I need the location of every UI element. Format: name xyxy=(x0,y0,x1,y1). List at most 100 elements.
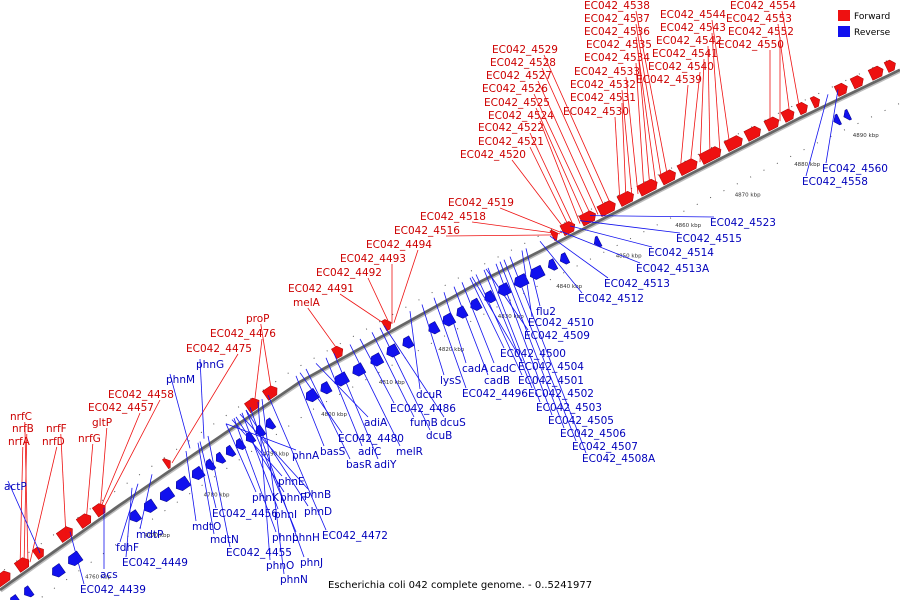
reverse-gene-label: basR xyxy=(346,459,372,471)
forward-gene-label: EC042_4530 xyxy=(563,106,629,118)
forward-leader-line xyxy=(529,146,571,229)
reverse-gene-label: EC042_4513A xyxy=(636,263,710,275)
reverse-gene-label: EC042_4515 xyxy=(676,233,742,245)
reverse-gene-label: EC042_4523 xyxy=(710,217,776,229)
forward-gene xyxy=(658,169,676,186)
forward-gene xyxy=(244,397,260,414)
forward-leader-line xyxy=(24,421,29,564)
forward-gene-label: EC042_4531 xyxy=(570,92,636,104)
reverse-gene-label: EC042_4455 xyxy=(226,547,292,559)
forward-leader-line xyxy=(99,427,108,513)
kbp-tick-label: 4870 kbp xyxy=(735,192,761,198)
reverse-gene-label: dcuS xyxy=(440,417,466,429)
forward-gene-label: EC042_4535 xyxy=(586,39,652,51)
forward-gene-label: EC042_4516 xyxy=(394,225,460,237)
forward-gene-label: EC042_4475 xyxy=(186,343,252,355)
reverse-leader-line xyxy=(805,94,829,177)
reverse-gene xyxy=(191,465,206,481)
reverse-gene-label: adiA xyxy=(364,417,388,429)
kbp-tick-label: 4760 kbp xyxy=(85,575,111,581)
forward-gene xyxy=(743,125,761,142)
reverse-leader-line xyxy=(207,435,231,548)
forward-gene-label: EC042_4542 xyxy=(656,35,722,47)
forward-gene-label: EC042_4458 xyxy=(108,389,174,401)
reverse-leader-line xyxy=(509,256,587,454)
reverse-leader-line xyxy=(7,480,41,554)
reverse-gene-label: EC042_4558 xyxy=(802,176,868,188)
reverse-leader-line xyxy=(239,413,309,490)
forward-gene-label: EC042_4519 xyxy=(448,197,514,209)
reverse-gene xyxy=(159,486,176,502)
kbp-tick-label: 4840 kbp xyxy=(556,284,582,290)
forward-leader-line xyxy=(635,10,669,179)
forward-gene-label: EC042_4544 xyxy=(660,9,726,21)
forward-leader-line xyxy=(689,71,701,168)
reverse-leader-line xyxy=(305,368,351,460)
reverse-gene-label: EC042_4496 xyxy=(462,388,528,400)
reverse-gene-label: mdtP xyxy=(136,529,163,541)
forward-gene xyxy=(723,135,743,153)
forward-leader-line xyxy=(699,58,705,163)
reverse-gene xyxy=(265,417,277,430)
reverse-leader-line xyxy=(421,304,445,376)
reverse-leader-line xyxy=(119,483,139,543)
reverse-leader-line xyxy=(475,274,523,376)
reverse-gene-label: phnO xyxy=(266,560,294,572)
reverse-leader-line xyxy=(825,89,839,164)
forward-gene-label: EC042_4541 xyxy=(652,48,718,60)
reverse-gene xyxy=(225,444,237,457)
forward-leader-line xyxy=(625,76,639,194)
forward-leader-line xyxy=(367,277,391,326)
reverse-leader-line xyxy=(539,240,583,294)
gene-tracks xyxy=(0,55,900,600)
forward-gene-label: EC042_4525 xyxy=(484,97,550,109)
forward-leader-line xyxy=(679,84,689,173)
reverse-gene-label: melR xyxy=(396,446,423,458)
kbp-tick-label: 4880 kbp xyxy=(794,162,820,168)
reverse-gene-label: actP xyxy=(4,481,27,493)
reverse-leader-line xyxy=(485,268,529,331)
reverse-leader-line xyxy=(589,215,715,218)
forward-gene xyxy=(809,96,820,109)
reverse-gene xyxy=(52,563,66,578)
forward-gene-label: nrfG xyxy=(78,433,101,445)
reverse-leader-line xyxy=(169,373,191,449)
reverse-gene xyxy=(305,387,320,403)
forward-leader-line xyxy=(781,10,801,111)
reverse-gene-label: EC042_4472 xyxy=(322,530,388,542)
forward-gene-label: EC042_4540 xyxy=(648,61,714,73)
reverse-gene xyxy=(547,258,559,271)
reverse-gene xyxy=(68,550,84,567)
reverse-gene-label: EC042_4509 xyxy=(524,330,590,342)
forward-leader-line xyxy=(307,307,341,354)
reverse-gene xyxy=(593,235,603,248)
reverse-leader-line xyxy=(521,250,533,318)
forward-leader-line xyxy=(23,433,28,567)
kbp-tick-label: 4830 kbp xyxy=(498,314,524,320)
reverse-gene-label: cadA xyxy=(462,363,489,375)
legend-forward-swatch xyxy=(838,10,850,21)
reverse-leader-line xyxy=(503,259,577,442)
forward-leader-line xyxy=(707,45,711,158)
forward-gene-label: EC042_4529 xyxy=(492,44,558,56)
reverse-gene-label: adiC xyxy=(358,446,381,458)
reverse-gene-label: dcuB xyxy=(426,430,452,442)
forward-gene-label: EC042_4522 xyxy=(478,122,544,134)
forward-leader-line xyxy=(499,207,563,234)
forward-gene-label: proP xyxy=(246,313,270,325)
reverse-gene-label: EC042_4512 xyxy=(578,293,644,305)
forward-gene-label: EC042_4534 xyxy=(584,52,650,64)
reverse-gene-label: flu2 xyxy=(536,306,556,318)
reverse-gene-label: phnH xyxy=(292,532,320,544)
reverse-gene-label: EC042_4560 xyxy=(822,163,888,175)
forward-leader-line xyxy=(393,249,419,323)
reverse-leader-line xyxy=(241,412,279,510)
reverse-leader-line xyxy=(483,269,533,389)
forward-gene-label: gltP xyxy=(92,417,112,429)
reverse-gene xyxy=(497,282,512,297)
reverse-gene-label: EC042_4510 xyxy=(528,317,594,329)
reverse-gene-label: EC042_4439 xyxy=(80,584,146,596)
reverse-gene-label: phnI xyxy=(274,509,297,521)
reverse-leader-line xyxy=(315,363,369,418)
reverse-leader-line xyxy=(199,358,205,439)
